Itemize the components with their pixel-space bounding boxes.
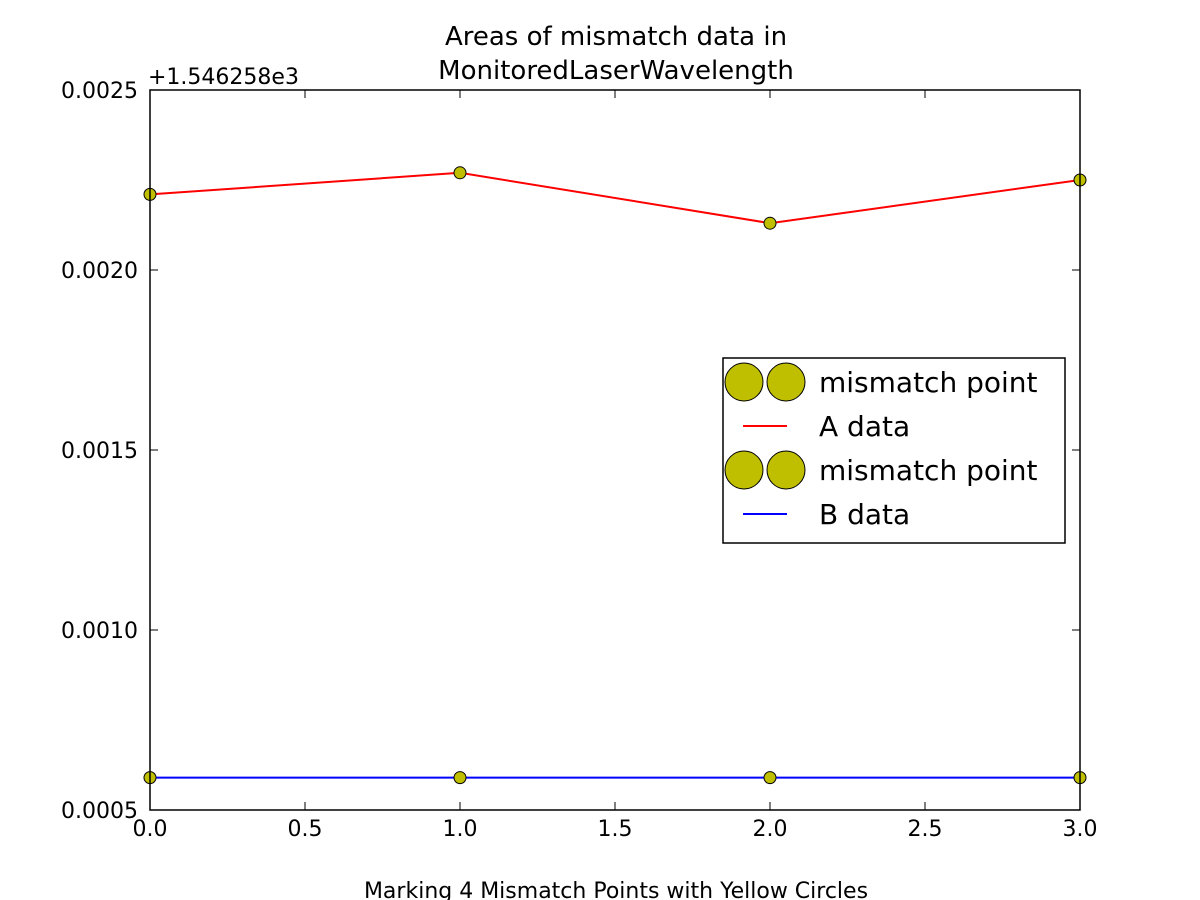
y-tick-label: 0.0020	[61, 259, 138, 284]
x-axis-label: Marking 4 Mismatch Points with Yellow Ci…	[364, 879, 868, 900]
legend: mismatch point A data mismatch point B data	[722, 357, 1066, 544]
axis-ticks: 0.0 0.5 1.0 1.5 2.0 2.5 3.0 0.0005 0.0010 0.0015 0…	[61, 79, 1097, 842]
x-tick-label: 0.5	[288, 817, 323, 842]
x-tick-label: 2.0	[753, 817, 788, 842]
y-tick-label: 0.0025	[61, 79, 138, 104]
legend-label-1: mismatch point	[819, 366, 1038, 399]
x-tick-label: 2.5	[908, 817, 943, 842]
x-tick-label: 0.0	[133, 817, 168, 842]
legend-label-3: mismatch point	[819, 454, 1038, 487]
x-tick-label: 3.0	[1063, 817, 1098, 842]
y-tick-label: 0.0005	[61, 799, 138, 824]
legend-marker-3-1	[724, 450, 764, 490]
legend-marker-1-1	[724, 362, 764, 402]
y-offset-text: +1.546258e3	[148, 65, 299, 90]
y-tick-label: 0.0010	[61, 619, 138, 644]
x-tick-label: 1.5	[598, 817, 633, 842]
chart-title-line-1: Areas of mismatch data in	[445, 22, 787, 52]
legend-label-4: B data	[819, 498, 910, 531]
series-line-1	[149, 171, 1081, 225]
y-tick-label: 0.0015	[61, 439, 138, 464]
x-tick-label: 1.0	[443, 817, 478, 842]
mismatch-point-s2-2	[453, 771, 467, 785]
mismatch-point-s1-3	[763, 216, 777, 230]
legend-marker-3-2	[766, 450, 806, 490]
mismatch-point-s2-3	[763, 771, 777, 785]
chart-title-line-2: MonitoredLaserWavelength	[438, 56, 794, 86]
mismatch-point-s1-2	[453, 166, 467, 180]
legend-marker-1-2	[766, 362, 806, 402]
legend-label-2: A data	[819, 410, 910, 443]
